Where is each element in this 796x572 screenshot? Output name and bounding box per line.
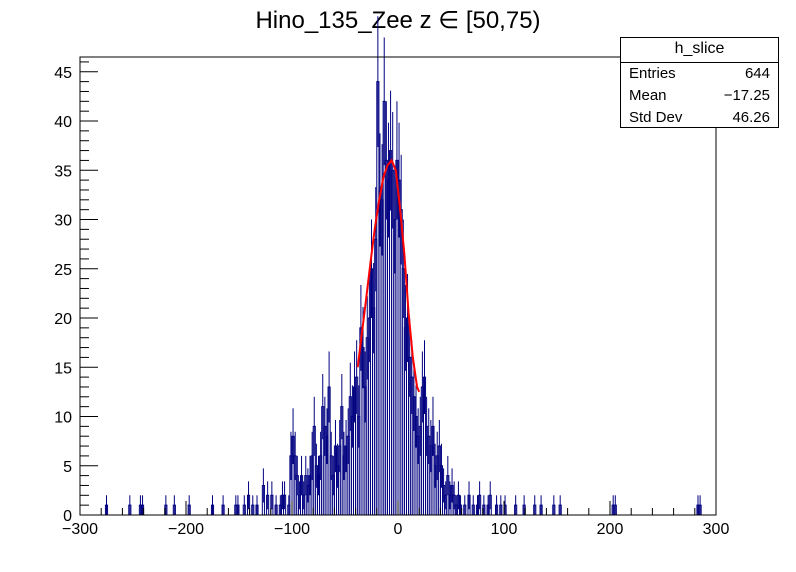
stats-row-stddev: Std Dev 46.26 — [621, 107, 778, 129]
histogram-bin — [495, 495, 499, 515]
y-tick-label: 20 — [54, 311, 72, 328]
histogram-bin — [514, 495, 518, 515]
histogram-bin — [242, 495, 246, 515]
histogram-bins — [104, 16, 702, 515]
histogram-bin — [613, 495, 617, 515]
histogram-bin — [552, 495, 556, 515]
histogram-bin — [255, 495, 259, 515]
histogram-bin — [172, 495, 176, 515]
histogram-bin — [128, 495, 132, 515]
axes: −300 −200 −100 0 100 200 300 0 5 10 15 20 25 30 35 40 45 — [54, 56, 730, 538]
histogram-bin — [236, 495, 240, 515]
stats-label: Mean — [629, 87, 667, 104]
histogram-bin — [327, 351, 331, 515]
histogram-bin — [210, 495, 215, 515]
histogram-bin — [221, 495, 225, 515]
stats-box: h_slice Entries 644 Mean −17.25 Std Dev … — [620, 37, 779, 128]
y-tick-label: 40 — [54, 114, 72, 131]
histogram-bin — [104, 495, 109, 515]
histogram-bin — [467, 481, 471, 515]
histogram-bin — [187, 495, 191, 515]
y-tick-label: 10 — [54, 410, 72, 427]
y-tick-label: 35 — [54, 163, 72, 180]
stats-value: 644 — [744, 65, 770, 82]
y-tick-label: 45 — [54, 65, 72, 82]
stats-label: Entries — [629, 65, 676, 82]
histogram-bin — [251, 495, 255, 515]
x-tick-label: 300 — [703, 521, 730, 538]
stats-row-entries: Entries 644 — [621, 63, 778, 85]
x-tick-label: 100 — [491, 521, 518, 538]
stats-row-mean: Mean −17.25 — [621, 85, 778, 107]
histogram-bin — [558, 495, 562, 515]
histogram-bin — [499, 495, 503, 515]
histogram-bin — [246, 481, 251, 515]
histogram-bin — [266, 481, 270, 515]
stats-value: −17.25 — [723, 87, 770, 104]
histogram-bin — [270, 481, 274, 515]
histogram-bin — [698, 495, 702, 515]
y-tick-label: 25 — [54, 262, 72, 279]
histogram-bin — [471, 495, 475, 515]
stats-label: Std Dev — [629, 109, 683, 126]
fit-curve-group — [356, 158, 421, 393]
fit-curve — [356, 158, 421, 393]
x-tick-label: 0 — [394, 521, 403, 538]
y-tick-label: 15 — [54, 360, 72, 377]
y-tick-label: 5 — [63, 459, 72, 476]
histogram-bin — [539, 495, 543, 515]
histogram-bin — [274, 495, 278, 515]
y-tick-label: 30 — [54, 213, 72, 230]
x-tick-label: 200 — [597, 521, 624, 538]
stats-value: 46.26 — [732, 109, 770, 126]
chart-title: Hino_135_Zee z ∈ [50,75) — [255, 7, 541, 34]
histogram-bin — [463, 495, 467, 515]
x-tick-label: −300 — [62, 521, 98, 538]
stats-box-name: h_slice — [621, 38, 778, 63]
histogram-bin — [488, 481, 492, 515]
histogram-bin — [283, 481, 287, 515]
x-tick-label: −100 — [274, 521, 310, 538]
x-tick-label: −200 — [168, 521, 204, 538]
histogram-bin — [533, 495, 537, 515]
histogram-bin — [261, 468, 265, 515]
y-tick-label: 0 — [63, 508, 72, 525]
histogram-bin — [478, 481, 482, 515]
